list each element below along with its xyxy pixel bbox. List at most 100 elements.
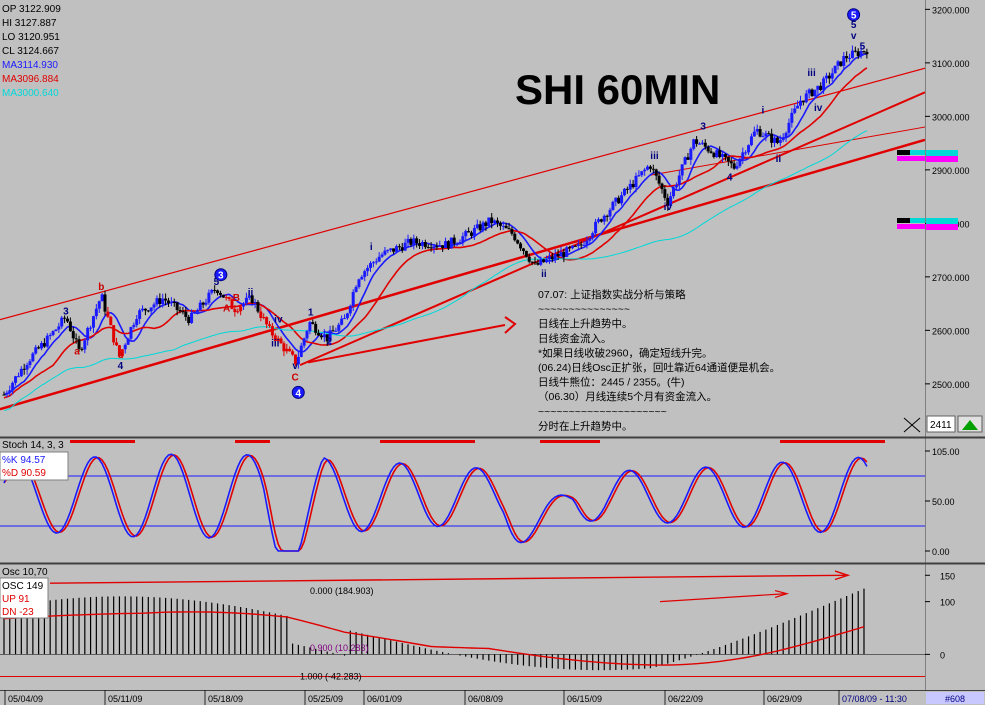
stoch-d-readout: %D 90.59 bbox=[2, 468, 46, 479]
price-tick-label: 3100.000 bbox=[932, 59, 970, 69]
stoch-signal-bar bbox=[540, 440, 600, 443]
price-bar-body bbox=[305, 331, 309, 339]
price-bar-body bbox=[836, 61, 840, 66]
price-bar-body bbox=[195, 310, 199, 313]
stoch-signal-bar bbox=[380, 440, 475, 443]
price-bar-body bbox=[317, 332, 321, 336]
price-bar-body bbox=[478, 224, 482, 231]
price-bar-body bbox=[331, 330, 335, 332]
price-bar-body bbox=[68, 321, 72, 332]
price-bar-body bbox=[602, 215, 606, 222]
price-bar-body bbox=[735, 166, 739, 169]
price-bar-body bbox=[553, 253, 557, 260]
date-label: 06/01/09 bbox=[367, 694, 402, 704]
price-tick-label: 3000.000 bbox=[932, 112, 970, 122]
readout-ma-mid: MA3096.884 bbox=[2, 74, 59, 85]
price-bar-body bbox=[31, 353, 35, 362]
price-bar-body bbox=[749, 136, 753, 146]
price-bar-body bbox=[850, 50, 854, 59]
price-bar-body bbox=[299, 345, 303, 357]
stoch-k-readout: %K 94.57 bbox=[2, 455, 46, 466]
price-bar-body bbox=[628, 183, 632, 190]
date-label: 05/18/09 bbox=[208, 694, 243, 704]
wave-label: ii bbox=[776, 154, 782, 165]
price-bar-body bbox=[498, 222, 502, 226]
price-level-markers bbox=[897, 150, 958, 230]
price-bar-body bbox=[400, 247, 404, 251]
price-bar-body bbox=[692, 139, 696, 149]
osc-average-line bbox=[3, 611, 865, 666]
price-bar-body bbox=[579, 244, 583, 246]
price-bar-body bbox=[224, 297, 228, 299]
price-bar-body bbox=[585, 240, 589, 245]
price-bar-body bbox=[446, 241, 450, 249]
wave-label: 4 bbox=[727, 173, 733, 184]
price-bar-body bbox=[556, 253, 560, 257]
price-bar-body bbox=[354, 287, 358, 293]
price-bar-body bbox=[703, 142, 707, 147]
price-bar-body bbox=[74, 338, 78, 340]
price-bar-body bbox=[487, 217, 491, 226]
arrow-head bbox=[504, 316, 517, 334]
price-bar-body bbox=[755, 129, 759, 132]
price-bar-body bbox=[467, 231, 471, 233]
price-bar-body bbox=[25, 365, 29, 370]
price-bar-body bbox=[571, 245, 575, 249]
price-bar-body bbox=[325, 334, 329, 342]
price-panel bbox=[0, 0, 925, 436]
osc-inner-trend bbox=[659, 593, 786, 603]
price-bar-body bbox=[865, 51, 869, 55]
price-bar-body bbox=[530, 261, 534, 263]
stoch-tick-label: 0.00 bbox=[932, 547, 950, 557]
price-bar-body bbox=[16, 376, 20, 378]
price-bar-body bbox=[449, 237, 453, 249]
price-bar-body bbox=[279, 338, 283, 344]
oscillator-panel bbox=[0, 566, 925, 690]
price-bar-body bbox=[723, 154, 727, 157]
osc-fib-label: 1.000 (-42.283) bbox=[300, 672, 362, 682]
price-bar-body bbox=[429, 247, 433, 249]
arrow-shaft bbox=[307, 324, 506, 364]
price-bar-body bbox=[770, 133, 774, 143]
price-bar-body bbox=[516, 240, 520, 244]
price-bar-body bbox=[674, 185, 678, 188]
wave-circle bbox=[847, 8, 861, 22]
price-bar-body bbox=[807, 89, 811, 94]
price-bar-body bbox=[213, 289, 217, 291]
corner-box bbox=[926, 692, 984, 704]
price-bar-body bbox=[412, 238, 416, 245]
price-bars bbox=[2, 45, 869, 398]
price-bar-body bbox=[689, 148, 693, 160]
commentary-text: 07.07: 上证指数实战分析与策略 ~~~~~~~~~~~~~~~日线在上升趋势… bbox=[538, 288, 780, 432]
price-bar-body bbox=[527, 256, 531, 262]
price-bar-body bbox=[374, 261, 378, 263]
price-bar-body bbox=[672, 187, 676, 197]
oscillator-lines bbox=[0, 570, 925, 678]
price-bar-body bbox=[210, 289, 214, 293]
price-bar-body bbox=[120, 349, 124, 357]
wave-label: 5 bbox=[851, 20, 857, 31]
price-bar-body bbox=[495, 220, 499, 223]
price-bar-body bbox=[149, 307, 153, 312]
crosshair-icon[interactable] bbox=[903, 417, 921, 433]
price-bar-body bbox=[432, 246, 436, 249]
osc-value-readout: OSC 149 bbox=[2, 581, 44, 592]
wave-label: 2 bbox=[326, 336, 332, 347]
price-bar-body bbox=[158, 298, 162, 305]
price-bar-body bbox=[752, 131, 756, 137]
price-bar-body bbox=[259, 311, 263, 318]
price-bar-body bbox=[106, 311, 110, 317]
date-label: 06/08/09 bbox=[468, 694, 503, 704]
stochastic-axis-ticks: 105.00 50.00 0.00 bbox=[925, 447, 960, 557]
price-bar-body bbox=[697, 143, 701, 145]
price-tick-label: 2500.000 bbox=[932, 380, 970, 390]
price-bar-body bbox=[761, 136, 765, 138]
osc-up-readout: UP 91 bbox=[2, 594, 30, 605]
price-bar-body bbox=[646, 166, 650, 170]
wave-label: 1 bbox=[308, 307, 314, 318]
price-bar-body bbox=[89, 327, 93, 329]
osc-fib-label: 0.900 (10.283) bbox=[310, 643, 369, 653]
price-bar-body bbox=[582, 244, 586, 246]
price-bar-body bbox=[418, 243, 422, 246]
scale-box-value: 2411 bbox=[930, 420, 952, 431]
